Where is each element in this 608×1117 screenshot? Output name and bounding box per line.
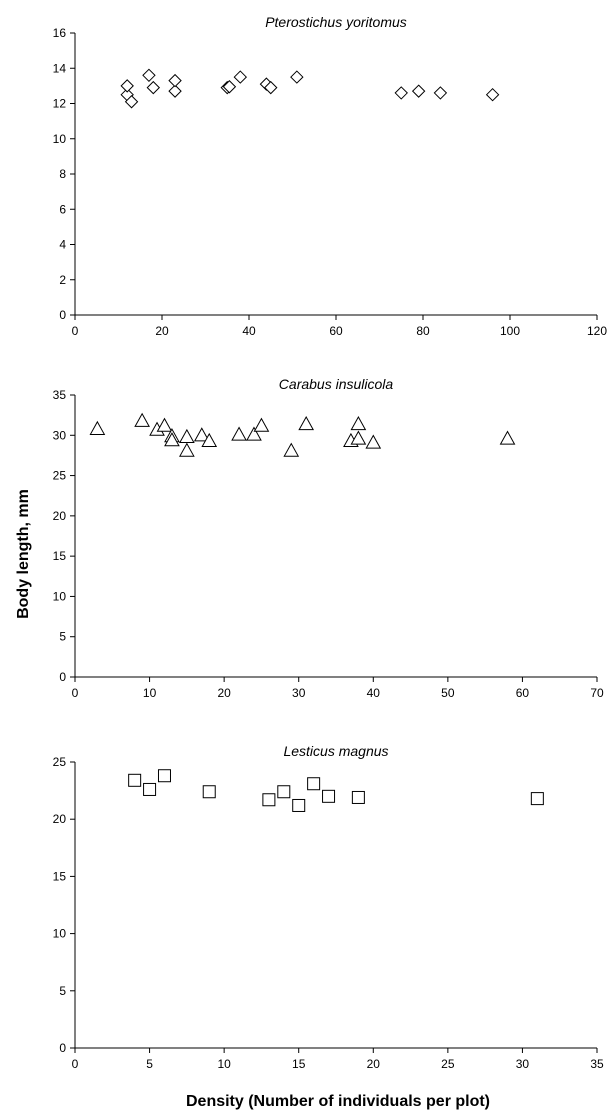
x-tick-label: 50	[441, 686, 455, 700]
x-tick-label: 10	[143, 686, 157, 700]
panel-2: 0 5 10 15 20 25 30 35 0 10 20 30 40 50 60 70 Carabus ins…	[53, 376, 604, 700]
data-point	[124, 95, 139, 109]
x-tick-label: 40	[242, 324, 256, 338]
y-tick-label: 0	[59, 670, 66, 684]
data-point	[202, 785, 216, 799]
x-tick-label: 80	[416, 324, 430, 338]
panel-3: 0 5 10 15 20 25 0 5 10 15 20 25 30 35 Lesticus magnus	[53, 743, 604, 1071]
x-tick-label: 5	[146, 1057, 153, 1071]
x-tick-label: 30	[516, 1057, 530, 1071]
data-point	[164, 432, 180, 447]
data-point	[292, 798, 306, 812]
panel-1: 0 2 4 6 8 10 12 14 16 0 20 40 60 80 100 120 Pterostichus…	[53, 14, 608, 338]
x-tick-label: 100	[500, 324, 520, 338]
data-point	[283, 442, 300, 457]
y-tick-label: 20	[53, 509, 67, 523]
x-tick-label: 25	[441, 1057, 455, 1071]
data-point	[264, 80, 278, 95]
y-tick-label: 0	[59, 1041, 66, 1055]
data-point	[350, 415, 367, 431]
panel-title: Pterostichus yoritomus	[265, 14, 407, 30]
y-tick-label: 8	[59, 167, 66, 181]
data-point	[298, 415, 315, 431]
data-point	[433, 86, 448, 100]
data-point	[120, 79, 134, 93]
y-tick-label: 35	[53, 388, 67, 402]
data-point	[394, 86, 408, 100]
x-tick-label: 0	[72, 1057, 79, 1071]
y-tick-label: 10	[53, 589, 67, 603]
data-point	[168, 73, 182, 88]
y-tick-label: 12	[53, 97, 67, 111]
data-point	[193, 427, 210, 442]
data-point	[231, 426, 247, 441]
data-point	[307, 777, 321, 791]
x-tick-label: 0	[72, 686, 79, 700]
data-point	[128, 773, 142, 787]
x-tick-label: 30	[292, 686, 306, 700]
y-tick-label: 14	[53, 61, 67, 75]
data-point	[179, 442, 195, 457]
x-axis-label: Density (Number of individuals per plot)	[186, 1093, 490, 1110]
x-tick-label: 15	[292, 1057, 306, 1071]
data-point	[322, 789, 336, 803]
data-point	[290, 70, 304, 84]
data-point	[89, 420, 106, 435]
data-point	[411, 84, 426, 98]
data-point	[233, 70, 248, 84]
y-tick-label: 16	[53, 26, 67, 40]
data-point	[277, 785, 291, 799]
data-point	[253, 417, 270, 432]
y-tick-label: 15	[53, 549, 67, 563]
data-point	[262, 793, 276, 807]
data-point	[143, 782, 157, 796]
x-tick-label: 60	[329, 324, 343, 338]
y-tick-label: 5	[59, 630, 66, 644]
y-tick-label: 10	[53, 132, 67, 146]
data-point	[156, 417, 173, 432]
data-point	[222, 80, 237, 94]
x-tick-label: 20	[217, 686, 231, 700]
y-tick-label: 5	[59, 984, 66, 998]
y-tick-label: 25	[53, 469, 67, 483]
y-tick-label: 2	[59, 273, 66, 287]
x-tick-label: 120	[587, 324, 607, 338]
data-point	[246, 426, 262, 441]
y-tick-label: 6	[59, 202, 66, 216]
panel-title: Lesticus magnus	[283, 743, 388, 759]
x-tick-label: 40	[367, 686, 381, 700]
data-point	[530, 792, 544, 806]
x-tick-label: 70	[590, 686, 604, 700]
x-tick-label: 20	[367, 1057, 381, 1071]
data-point	[365, 434, 382, 449]
data-point	[146, 80, 161, 95]
data-point	[179, 428, 195, 443]
data-point	[201, 432, 218, 448]
y-tick-label: 20	[53, 812, 67, 826]
data-point	[499, 430, 516, 445]
x-tick-label: 0	[72, 324, 79, 338]
x-tick-label: 10	[217, 1057, 231, 1071]
y-tick-label: 25	[53, 755, 67, 769]
data-point	[134, 412, 150, 427]
data-point	[142, 68, 156, 83]
y-tick-label: 0	[59, 308, 66, 322]
y-axis-label: Body length, mm	[15, 489, 32, 619]
x-tick-label: 20	[155, 324, 169, 338]
data-point	[485, 87, 500, 102]
panel-title: Carabus insulicola	[279, 376, 394, 392]
y-tick-label: 4	[59, 238, 66, 252]
y-tick-label: 10	[53, 927, 67, 941]
x-tick-label: 60	[516, 686, 530, 700]
data-point	[168, 84, 182, 98]
y-tick-label: 30	[53, 428, 67, 442]
data-point	[351, 790, 365, 804]
x-tick-label: 35	[590, 1057, 604, 1071]
data-point	[157, 769, 171, 783]
data-point	[350, 430, 367, 445]
y-tick-label: 15	[53, 869, 67, 883]
